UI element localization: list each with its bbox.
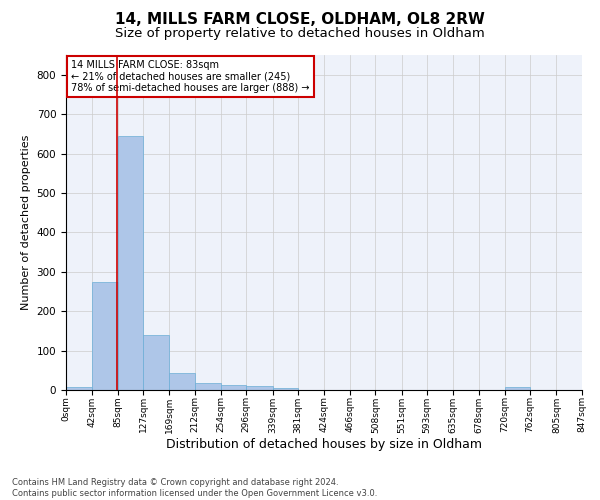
Text: 14 MILLS FARM CLOSE: 83sqm
← 21% of detached houses are smaller (245)
78% of sem: 14 MILLS FARM CLOSE: 83sqm ← 21% of deta… [71, 60, 310, 93]
Bar [66, 387, 92, 390]
X-axis label: Distribution of detached houses by size in Oldham: Distribution of detached houses by size … [166, 438, 482, 451]
Text: Size of property relative to detached houses in Oldham: Size of property relative to detached ho… [115, 28, 485, 40]
Bar [143, 335, 169, 390]
Bar [505, 387, 530, 390]
Bar [272, 388, 298, 390]
Bar [247, 386, 272, 390]
Bar [221, 386, 247, 390]
Y-axis label: Number of detached properties: Number of detached properties [21, 135, 31, 310]
Bar [195, 383, 221, 390]
Text: 14, MILLS FARM CLOSE, OLDHAM, OL8 2RW: 14, MILLS FARM CLOSE, OLDHAM, OL8 2RW [115, 12, 485, 28]
Bar [118, 136, 143, 390]
Text: Contains HM Land Registry data © Crown copyright and database right 2024.
Contai: Contains HM Land Registry data © Crown c… [12, 478, 377, 498]
Bar [92, 282, 118, 390]
Bar [169, 374, 195, 390]
